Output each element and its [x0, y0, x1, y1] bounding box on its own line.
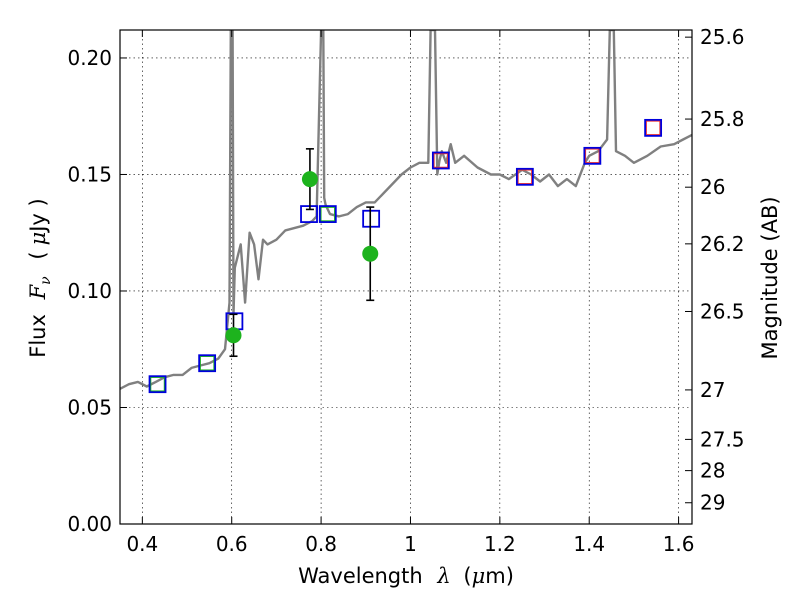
mag-tick-label: 26.2: [700, 232, 745, 256]
y-tick-label: 0.10: [67, 279, 112, 303]
red-square-marker: [645, 120, 661, 136]
y-tick-label: 0.00: [67, 512, 112, 536]
mag-tick-label: 25.6: [700, 25, 745, 49]
y-axis-title-text: Flux: [26, 314, 50, 358]
mag-tick-label: 26.5: [700, 299, 745, 323]
mag-tick-label: 27.5: [700, 427, 745, 451]
model-square-marker: [300, 205, 318, 223]
y-tick-label: 0.05: [67, 395, 112, 419]
ticks-layer: 0.4 0.6 0.8 1 1.2 1.4 1.6 0.00 0.05 0.10 0.15 0.20 2…: [67, 25, 744, 556]
x-tick-label: 0.4: [126, 532, 158, 556]
model-square-marker: [362, 209, 381, 228]
x-axis-title-symbol: λ: [436, 564, 450, 588]
x-tick-label: 1: [404, 532, 417, 556]
y-axis-title-unit-open: (: [26, 251, 50, 259]
y-tick-label: 0.20: [67, 46, 112, 70]
mag-tick-label: 28: [700, 459, 725, 483]
x-axis-title-text: Wavelength: [298, 564, 423, 588]
x-tick-label: 0.6: [216, 532, 248, 556]
observed-point: [225, 327, 242, 344]
spectrum-layer: [120, 30, 692, 390]
grid: [120, 30, 692, 524]
green-square-marker: [320, 206, 336, 222]
red-square-marker: [517, 169, 533, 185]
x-axis-title-unit-mu: μ: [472, 564, 486, 588]
plot-frame: [119, 29, 693, 525]
mag-tick-label: 27: [700, 378, 725, 402]
y-axis-title: Flux Fν ( μJy ): [26, 198, 55, 357]
mag-tick-label: 29: [700, 491, 725, 515]
observed-point: [301, 171, 318, 188]
model-square-marker: [644, 118, 663, 137]
x-tick-label: 0.8: [305, 532, 337, 556]
spectrum-line: [120, 30, 692, 390]
model-square-marker: [148, 375, 167, 394]
y-axis-title-symbol: F: [26, 283, 50, 300]
observed-point: [362, 245, 379, 262]
red-square-marker: [584, 148, 601, 164]
y-axis-title-unit-mu: μ: [26, 232, 50, 246]
model-square-marker: [198, 354, 217, 373]
right-axis-title: Magnitude (AB): [758, 196, 782, 359]
mag-tick-label: 26: [700, 175, 725, 199]
x-axis-title-unit-open: (: [463, 564, 471, 588]
x-tick-label: 1.4: [573, 532, 605, 556]
x-tick-label: 1.6: [663, 532, 695, 556]
y-axis-title-unit-rest: Jy ): [26, 198, 50, 234]
mag-tick-label: 25.8: [700, 107, 745, 131]
points-layer: [148, 118, 663, 394]
model-square-marker: [583, 146, 602, 165]
x-tick-label: 1.2: [484, 532, 516, 556]
green-square-marker: [149, 376, 166, 392]
x-axis-title: Wavelength λ (μm): [298, 564, 514, 588]
red-square-marker: [433, 152, 449, 169]
model-square-marker: [431, 151, 450, 170]
y-tick-label: 0.15: [67, 162, 112, 186]
model-square-marker: [515, 167, 534, 186]
y-axis-title-subscript: ν: [38, 276, 54, 285]
model-square-marker: [318, 205, 337, 223]
x-axis-title-unit-rest: m): [485, 564, 514, 588]
green-square-marker: [199, 355, 215, 371]
